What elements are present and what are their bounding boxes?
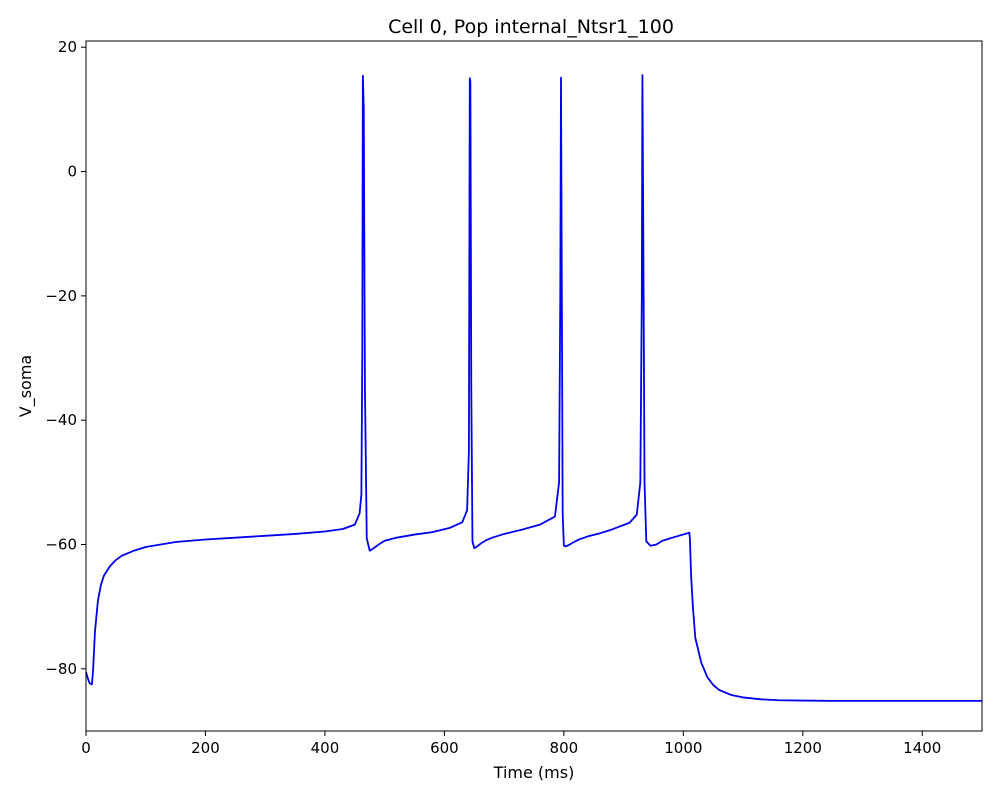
y-tick-label: 20	[58, 38, 77, 56]
y-tick-label: −40	[45, 411, 77, 429]
plot-frame	[85, 40, 983, 732]
x-tick-label: 400	[311, 739, 340, 757]
x-tick-label: 200	[191, 739, 220, 757]
chart-title: Cell 0, Pop internal_Ntsr1_100	[388, 16, 674, 38]
y-tick-label: −80	[45, 660, 77, 678]
x-tick-label: 0	[81, 739, 91, 757]
x-axis-ticks: 0 200 400 600 800 1000 1200 1400	[81, 731, 941, 757]
x-tick-label: 1400	[903, 739, 941, 757]
y-axis-ticks: −80 −60 −40 −20 0 20	[45, 38, 86, 678]
x-tick-label: 1000	[664, 739, 702, 757]
x-axis-label: Time (ms)	[493, 763, 575, 782]
series-line-0	[85, 74, 982, 702]
y-tick-label: −60	[45, 536, 77, 554]
x-tick-label: 1200	[784, 739, 822, 757]
y-tick-label: 0	[67, 163, 77, 181]
series-layer	[85, 74, 982, 702]
x-tick-label: 800	[550, 739, 579, 757]
plot-area: 0 200 400 600 800 1000 1200 1400 −80 −60 −40 −20 0 2…	[45, 38, 983, 757]
y-tick-label: −20	[45, 287, 77, 305]
y-axis-label: V_soma	[16, 355, 36, 417]
x-tick-label: 600	[430, 739, 459, 757]
